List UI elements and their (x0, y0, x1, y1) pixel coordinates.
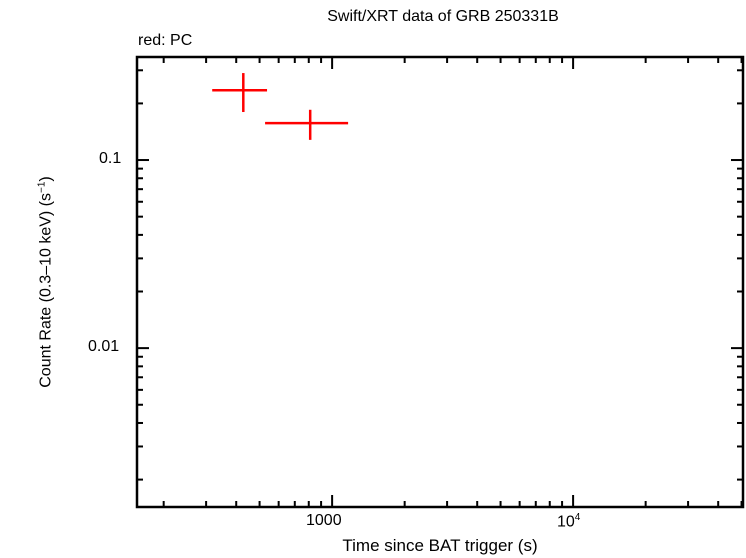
y-axis-label: Count Rate (0.3–10 keV) (s−1) (36, 176, 55, 388)
axes-frame (135, 55, 745, 509)
y-tick-label-0.1: 0.1 (99, 150, 122, 167)
x-tick-label-1000: 1000 (306, 512, 342, 529)
legend-note: red: PC (138, 32, 193, 49)
y-tick-label-0.01: 0.01 (88, 338, 120, 355)
x-axis-label: Time since BAT trigger (s) (342, 536, 538, 555)
chart-title: Swift/XRT data of GRB 250331B (327, 8, 559, 25)
x-tick-label-10000: 104 (557, 512, 581, 531)
